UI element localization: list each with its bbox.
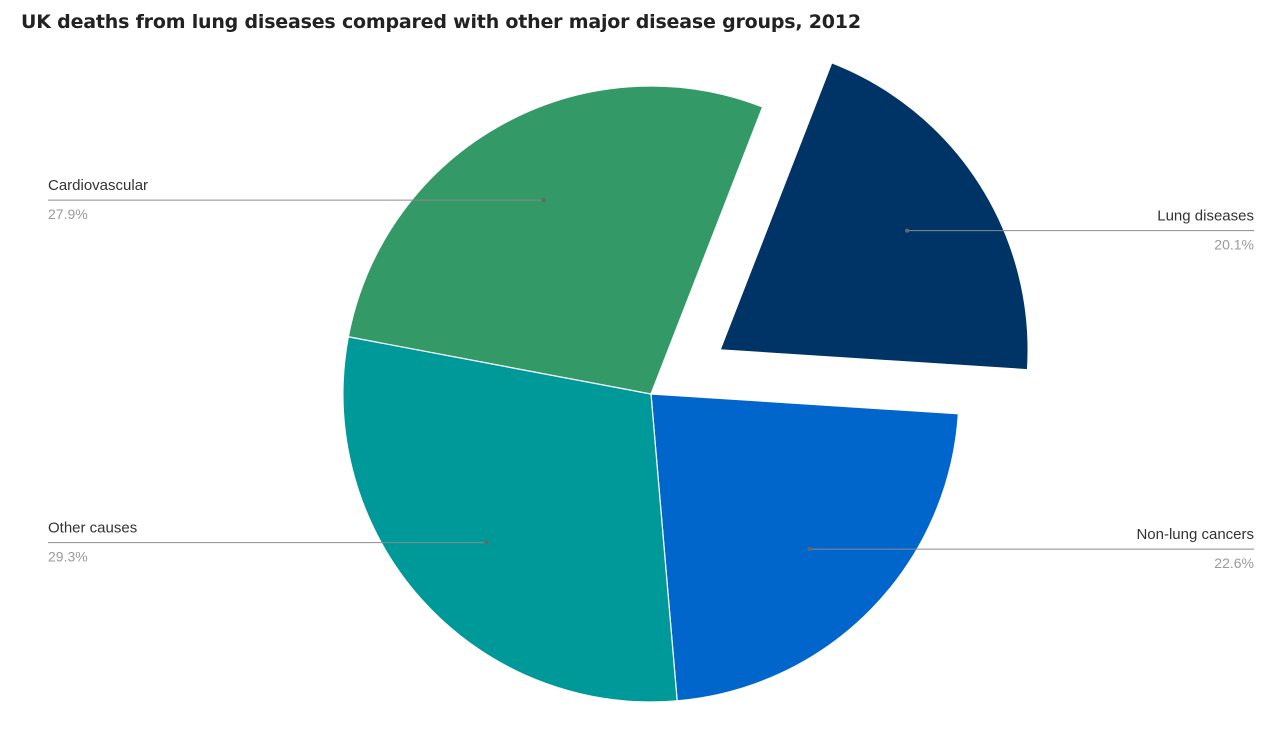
slice-label-non-lung-cancers: Non-lung cancers bbox=[1136, 526, 1254, 543]
slice-label-cardiovascular: Cardiovascular bbox=[48, 177, 148, 194]
leader-dot-other-causes bbox=[484, 540, 489, 545]
slice-value-other-causes: 29.3% bbox=[48, 549, 88, 565]
leader-dot-cardiovascular bbox=[541, 198, 546, 203]
slice-value-cardiovascular: 27.9% bbox=[48, 206, 88, 222]
leader-dot-lung-diseases bbox=[905, 228, 910, 233]
slice-label-other-causes: Other causes bbox=[48, 520, 137, 537]
pie-slice-cardiovascular bbox=[347, 85, 764, 395]
chart-title: UK deaths from lung diseases compared wi… bbox=[21, 11, 861, 33]
slice-value-lung-diseases: 20.1% bbox=[1214, 237, 1254, 253]
pie-slice-lung-diseases bbox=[719, 62, 1029, 371]
leader-dot-non-lung-cancers bbox=[807, 547, 812, 552]
pie-slice-other-causes bbox=[342, 336, 678, 703]
slice-value-non-lung-cancers: 22.6% bbox=[1214, 555, 1254, 571]
slice-label-lung-diseases: Lung diseases bbox=[1157, 208, 1254, 225]
pie-slice-non-lung-cancers bbox=[650, 393, 960, 702]
